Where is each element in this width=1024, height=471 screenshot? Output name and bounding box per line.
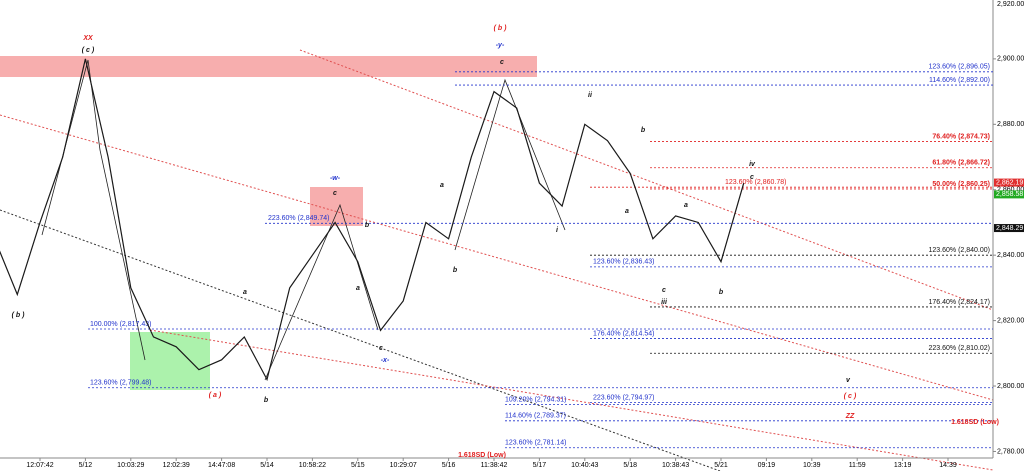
wave-label: c — [500, 59, 504, 66]
fib-label: 123.60% (2,799.48) — [90, 380, 152, 387]
wave-label: ( b ) — [12, 312, 25, 319]
wave-label: ( a ) — [209, 392, 222, 399]
x-tick-label: 5/18 — [623, 462, 637, 469]
x-tick-label: 13:19 — [894, 462, 912, 469]
wave-label: 1.618SD (Low) — [951, 419, 999, 426]
x-tick-label: 12:07:42 — [26, 462, 53, 469]
x-tick-label: 5/14 — [260, 462, 274, 469]
target-zone — [310, 187, 363, 226]
wave-label: b — [365, 222, 370, 229]
y-tick-label: 2,840.00 — [997, 252, 1024, 259]
fib-label: 50.00% (2,860.25) — [932, 181, 990, 188]
wave-label: b — [264, 397, 269, 404]
wave-label: -w- — [330, 175, 341, 182]
x-tick-label: 5/16 — [442, 462, 456, 469]
wave-label: v — [846, 377, 851, 384]
fib-label: 109.20% (2,794.31) — [505, 396, 567, 403]
resistance-zone — [0, 56, 537, 77]
fib-label: 223.60% (2,810.02) — [929, 345, 991, 352]
wave-label: a — [625, 208, 629, 215]
wave-label: i — [556, 227, 559, 234]
x-tick-label: 5/15 — [351, 462, 365, 469]
fib-label: 61.80% (2,866.72) — [932, 160, 990, 167]
wave-label: ii — [588, 92, 593, 99]
wave-label: ZZ — [845, 413, 855, 420]
wave-label: ( b ) — [494, 25, 507, 32]
x-tick-label: 09:19 — [758, 462, 776, 469]
fib-label: 123.60% (2,896.05) — [929, 64, 991, 71]
x-tick-label: 10:40:43 — [571, 462, 598, 469]
x-tick-label: 10:29:07 — [390, 462, 417, 469]
y-tick-label: 2,900.00 — [997, 56, 1024, 63]
x-tick-label: 5/17 — [533, 462, 547, 469]
x-tick-label: 14:39 — [939, 462, 957, 469]
wave-label: a — [243, 289, 247, 296]
wave-label: c — [750, 174, 754, 181]
wave-label: ( c ) — [82, 47, 95, 54]
x-tick-label: 10:39 — [803, 462, 821, 469]
fib-label: 176.40% (2,814.54) — [593, 330, 655, 337]
price-marker — [994, 190, 1024, 199]
y-tick-label: 2,860.00 — [997, 187, 1024, 194]
channel-line — [0, 114, 994, 401]
wave-label: c — [662, 287, 666, 294]
wave-label: ( c ) — [844, 393, 857, 400]
fib-label: 114.60% (2,789.37) — [505, 413, 566, 420]
channel-line — [149, 329, 994, 471]
fib-label: 123.60% (2,860.78) — [725, 179, 787, 186]
price-marker-label: 2,862.19 — [996, 179, 1023, 186]
y-tick-label: 2,880.00 — [997, 121, 1024, 128]
wave-label: -x- — [381, 357, 390, 364]
x-tick-label: 5/12 — [79, 462, 93, 469]
fib-label: 123.60% (2,781.14) — [505, 440, 567, 447]
fib-label: 176.40% (2,824.17) — [929, 299, 991, 306]
wave-label: iv — [749, 161, 756, 168]
x-tick-label: 11:38:42 — [481, 462, 508, 469]
price-line — [0, 58, 745, 382]
wave-label: a — [684, 202, 688, 209]
y-tick-label: 2,920.00 — [997, 1, 1024, 8]
wave-label: b — [641, 127, 646, 134]
wave-line — [454, 78, 566, 251]
fib-label: 223.60% (2,849.74) — [268, 215, 330, 222]
y-tick-label: 2,780.00 — [997, 448, 1024, 455]
fib-label: 76.40% (2,874.73) — [932, 133, 990, 140]
price-marker — [994, 224, 1024, 233]
wave-line — [264, 203, 379, 381]
wave-label: 1.618SD (Low) — [458, 452, 506, 459]
fib-label: 123.60% (2,836.43) — [593, 259, 655, 266]
wave-label: XX — [82, 35, 94, 42]
wave-label: a — [440, 182, 444, 189]
fib-label: 223.60% (2,794.97) — [593, 394, 655, 401]
x-tick-label: 14:47:08 — [208, 462, 235, 469]
wave-label: iii — [661, 299, 668, 306]
wave-label: a — [356, 285, 360, 292]
wave-label: -y- — [496, 42, 505, 49]
fib-label: 114.60% (2,892.00) — [929, 77, 990, 84]
wave-label: c — [379, 345, 383, 352]
fib-label: 100.00% (2,817.43) — [90, 321, 152, 328]
x-tick-label: 10:03:29 — [117, 462, 144, 469]
x-tick-label: 11:59 — [849, 462, 866, 469]
fib-label: 123.60% (2,840.00) — [929, 247, 991, 254]
price-marker — [994, 178, 1024, 187]
wave-label: c — [333, 190, 337, 197]
x-tick-label: 5/21 — [714, 462, 728, 469]
y-tick-label: 2,820.00 — [997, 317, 1024, 324]
price-marker-label: 2,848.29 — [996, 225, 1023, 232]
x-tick-label: 10:58:22 — [299, 462, 326, 469]
y-tick-label: 2,800.00 — [997, 383, 1024, 390]
wave-label: b — [719, 289, 724, 296]
wave-label: b — [453, 267, 458, 274]
x-tick-label: 10:38:43 — [662, 462, 689, 469]
x-tick-label: 12:02:39 — [163, 462, 190, 469]
support-zone — [130, 332, 210, 390]
price-marker-label: 2,858.58 — [996, 191, 1023, 198]
channel-line — [299, 49, 994, 311]
